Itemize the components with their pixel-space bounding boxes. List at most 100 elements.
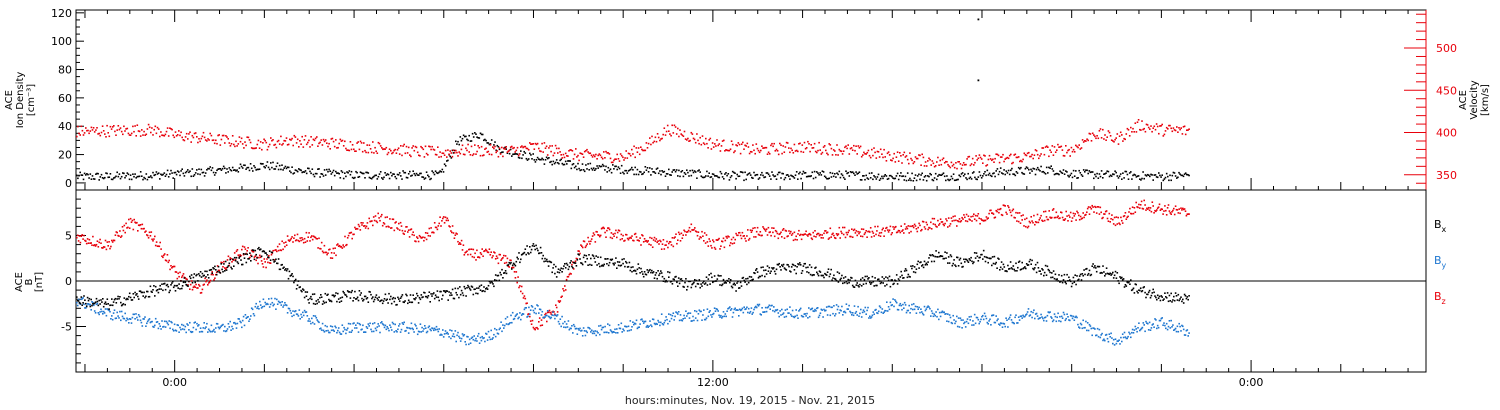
bz-series-point — [459, 243, 462, 245]
bz-series-point — [337, 243, 339, 245]
bz-series-point — [941, 221, 944, 223]
velocity-series-point — [564, 152, 567, 155]
bx-series-point — [291, 273, 293, 275]
bz-series-point — [841, 232, 843, 235]
density-series-point — [1028, 168, 1030, 171]
bz-series-point — [905, 226, 908, 228]
bx-series-point — [181, 285, 184, 287]
velocity-series-point — [202, 131, 205, 134]
density-series-point — [842, 176, 845, 179]
bz-series-point — [128, 227, 131, 229]
bz-series-point — [500, 259, 502, 261]
bx-series-point — [424, 292, 426, 294]
bz-series-point — [668, 242, 670, 245]
right-tick-label: 350 — [1436, 169, 1457, 182]
density-series-point — [845, 170, 847, 172]
bz-series-point — [914, 225, 917, 227]
density-series-point — [487, 142, 490, 144]
velocity-series-point — [1084, 140, 1086, 142]
density-series-point — [477, 137, 479, 139]
velocity-series-point — [1103, 138, 1105, 140]
bx-series-point — [137, 298, 140, 300]
bz-series-point — [834, 237, 836, 239]
bz-series-point — [975, 219, 978, 222]
velocity-series-point — [784, 146, 787, 148]
by-series-point — [756, 303, 759, 306]
velocity-series-point — [1038, 157, 1040, 160]
velocity-series-point — [198, 138, 200, 140]
velocity-series-point — [268, 143, 271, 146]
bx-series-point — [175, 285, 178, 287]
bz-series-point — [1114, 224, 1117, 227]
velocity-series-point — [80, 125, 83, 128]
by-series-point — [1000, 322, 1003, 325]
by-series-point — [181, 328, 184, 330]
density-series-point — [976, 178, 978, 181]
bz-series-point — [238, 256, 240, 258]
density-series-point — [579, 169, 581, 172]
by-series-point — [530, 305, 533, 307]
density-series-point — [143, 176, 145, 179]
by-series-point — [1020, 315, 1023, 317]
velocity-series-point — [664, 134, 667, 136]
velocity-series-point — [1128, 135, 1131, 137]
bz-series-point — [418, 234, 421, 237]
density-series-point — [183, 175, 186, 177]
bz-series-point — [1079, 215, 1082, 218]
density-series-point — [811, 171, 814, 174]
velocity-series-point — [363, 142, 365, 144]
bx-series-point — [322, 300, 325, 303]
bx-series-point — [143, 291, 145, 294]
velocity-series-point — [1089, 133, 1092, 135]
bz-series-point — [578, 250, 580, 252]
bx-series-point — [94, 301, 97, 303]
bz-series-point — [357, 223, 360, 226]
by-series-point — [1167, 325, 1170, 328]
bz-series-point — [407, 229, 410, 231]
by-series-point — [1181, 324, 1183, 327]
velocity-series-point — [329, 148, 331, 150]
velocity-series-point — [702, 142, 705, 144]
velocity-series-point — [171, 128, 173, 131]
bz-series-point — [105, 248, 108, 251]
velocity-series-point — [1057, 143, 1059, 146]
bz-series-point — [825, 232, 828, 234]
bx-series-point — [356, 296, 359, 299]
density-series-point — [197, 173, 199, 175]
velocity-series-point — [1151, 130, 1153, 133]
velocity-series-point — [671, 124, 673, 127]
density-series-point — [1119, 173, 1122, 175]
by-series-point — [105, 314, 108, 317]
density-series-point — [644, 166, 647, 168]
density-series-point — [897, 178, 900, 181]
by-series-point — [356, 322, 359, 324]
velocity-series-point — [609, 157, 612, 160]
density-series-point — [618, 167, 621, 170]
bx-series-point — [346, 295, 348, 298]
by-series-point — [886, 301, 888, 303]
density-series-point — [101, 177, 104, 179]
bx-series-point — [130, 299, 133, 301]
bz-series-point — [163, 253, 166, 255]
by-series-point — [313, 323, 316, 325]
by-series-point — [215, 322, 218, 325]
density-series-point — [204, 172, 207, 174]
velocity-series-point — [318, 142, 320, 145]
bz-series-point — [1074, 213, 1076, 215]
bx-series-point — [162, 289, 164, 292]
by-series-point — [967, 322, 970, 325]
velocity-series-point — [479, 154, 482, 157]
density-series-point — [585, 164, 587, 166]
by-series-point — [535, 312, 537, 315]
density-series-point — [134, 173, 136, 175]
bz-series-point — [309, 240, 311, 242]
by-series-point — [1024, 315, 1026, 318]
velocity-series-point — [234, 145, 236, 148]
by-series-point — [671, 314, 674, 317]
density-series-point — [625, 169, 627, 172]
by-series-point — [474, 339, 476, 342]
bx-series-point — [306, 291, 309, 293]
velocity-series-point — [613, 159, 615, 162]
bx-series-point — [147, 296, 150, 298]
density-series-point — [495, 149, 497, 152]
